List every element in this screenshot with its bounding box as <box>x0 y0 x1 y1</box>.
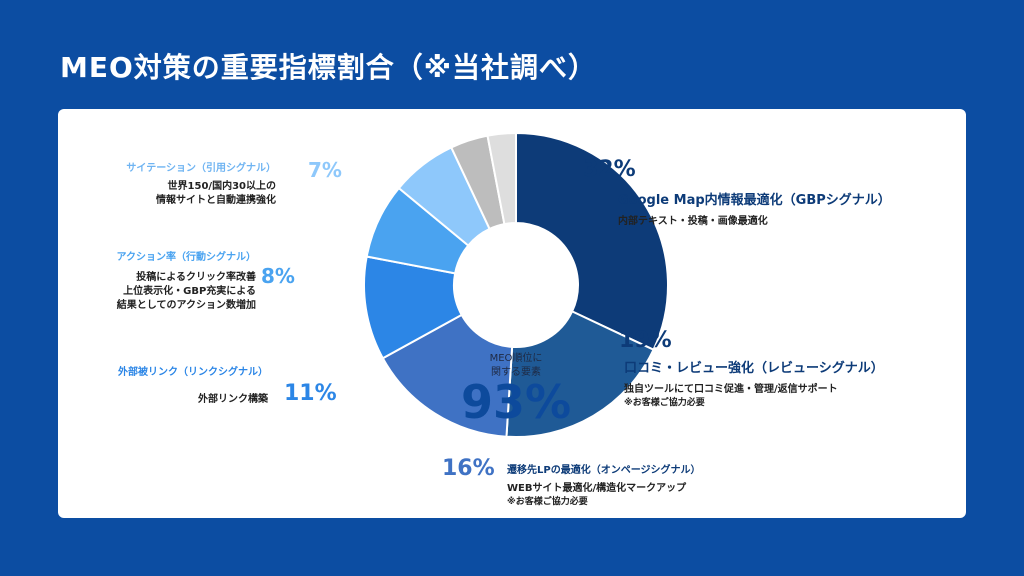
pct-label-gbp: 32% <box>583 157 636 182</box>
pct-label-review: 19% <box>619 328 672 353</box>
annotation-action-desc-2: 上位表示化・GBP充実による <box>123 286 256 297</box>
pct-label-link: 11% <box>284 381 337 406</box>
page-title: MEO対策の重要指標割合（※当社調べ） <box>60 51 598 84</box>
annotation-action-head: アクション率（行動シグナル） <box>116 252 257 263</box>
center-value: 93% <box>460 375 572 429</box>
pct-label-onpage: 16% <box>442 456 495 481</box>
annotation-link-desc: 外部リンク構築 <box>198 394 268 405</box>
donut-chart <box>363 131 669 438</box>
annotation-citation: サイテーション（引用シグナル） 世界150/国内30以上の 情報サイトと自動連携… <box>126 159 276 208</box>
center-label-line1: MEO順位に <box>489 353 543 364</box>
annotation-citation-desc-2: 情報サイトと自動連携強化 <box>156 195 276 206</box>
donut-slice-gbp <box>515 131 669 352</box>
annotation-onpage: 遷移先LPの最適化（オンページシグナル） WEBサイト最適化/構造化マークアップ… <box>507 461 701 507</box>
annotation-gbp-head: Google Map内情報最適化（GBPシグナル） <box>618 193 891 208</box>
annotation-gbp: Google Map内情報最適化（GBPシグナル） 内部テキスト・投稿・画像最適… <box>618 189 891 227</box>
chart-card: MEO順位に 関する要素 93% 32% 19% 16% 11% 8% 7% G… <box>58 109 966 518</box>
annotation-citation-desc-1: 世界150/国内30以上の <box>167 181 276 192</box>
center-label: MEO順位に 関する要素 <box>458 352 574 380</box>
annotation-gbp-desc: 内部テキスト・投稿・画像最適化 <box>618 216 768 227</box>
annotation-onpage-note: ※お客様ご協力必要 <box>507 497 588 507</box>
pct-label-citation: 7% <box>308 158 342 182</box>
donut-slice-other-2 <box>486 131 517 226</box>
annotation-review-head: 口コミ・レビュー強化（レビューシグナル） <box>624 361 884 376</box>
annotation-onpage-head: 遷移先LPの最適化（オンページシグナル） <box>507 465 701 476</box>
annotation-action: アクション率（行動シグナル） 投稿によるクリック率改善 上位表示化・GBP充実に… <box>117 248 257 313</box>
center-label-line2: 関する要素 <box>491 367 541 378</box>
annotation-review: 口コミ・レビュー強化（レビューシグナル） 独自ツールにて口コミ促進・管理/返信サ… <box>624 357 884 408</box>
donut-slice-onpage <box>381 313 514 438</box>
annotation-link-head: 外部被リンク（リンクシグナル） <box>118 367 268 378</box>
annotation-onpage-desc: WEBサイト最適化/構造化マークアップ <box>507 483 687 494</box>
annotation-action-desc-1: 投稿によるクリック率改善 <box>136 272 256 283</box>
annotation-review-desc: 独自ツールにて口コミ促進・管理/返信サポート <box>624 384 838 395</box>
pct-label-action: 8% <box>261 264 295 288</box>
annotation-citation-head: サイテーション（引用シグナル） <box>126 163 276 174</box>
annotation-action-desc-3: 結果としてのアクション数増加 <box>116 300 256 311</box>
donut-slice-review <box>505 310 655 438</box>
annotation-review-note: ※お客様ご協力必要 <box>624 398 705 408</box>
annotation-link: 外部被リンク（リンクシグナル） 外部リンク構築 <box>118 363 268 405</box>
